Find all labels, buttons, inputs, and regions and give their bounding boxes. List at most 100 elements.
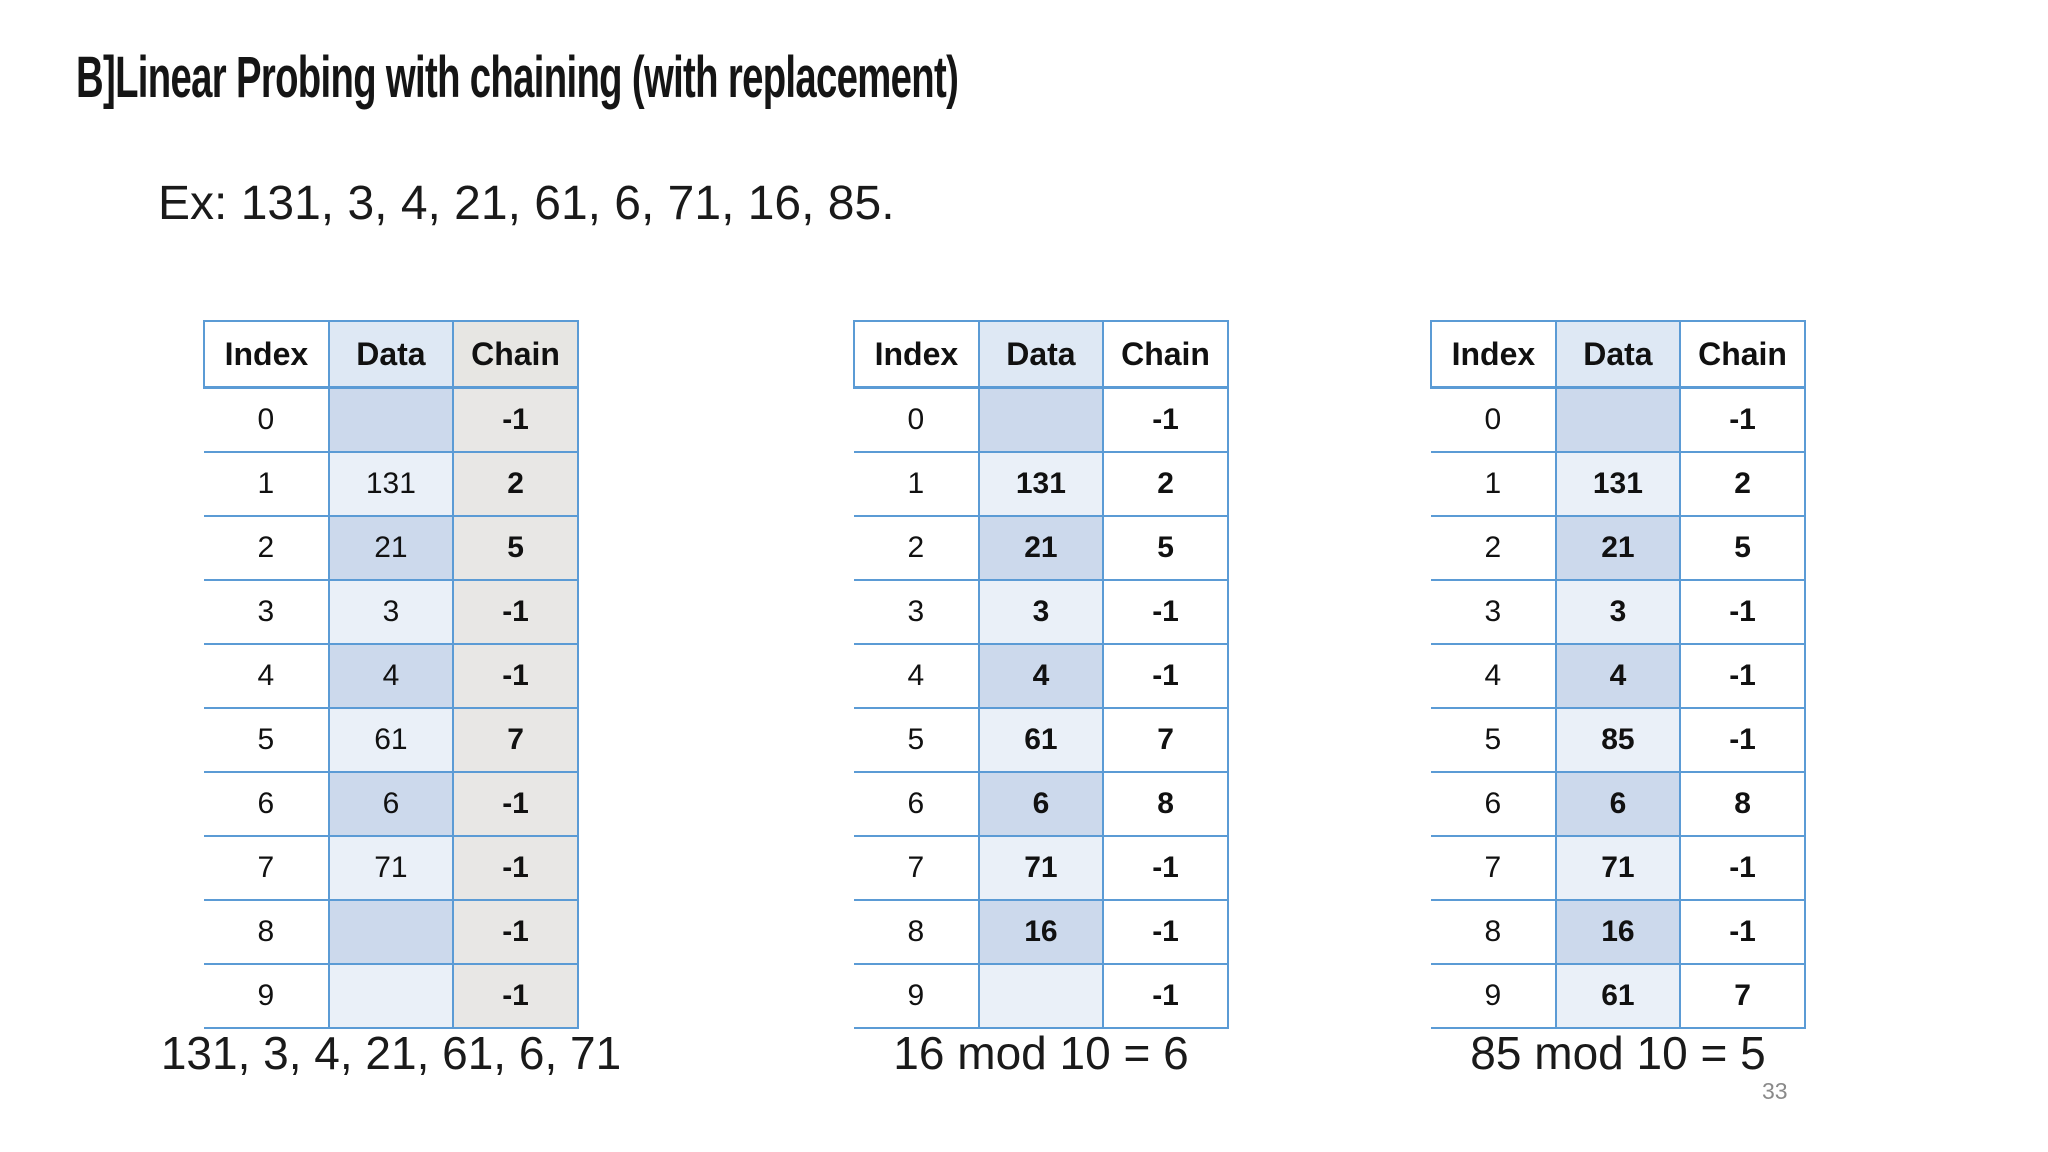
- table-row: 2 21 5: [1431, 515, 1806, 581]
- cell-data: [977, 963, 1105, 1029]
- cell-index: 3: [854, 580, 979, 645]
- cell-chain: 7: [452, 707, 579, 773]
- cell-chain: -1: [452, 835, 579, 901]
- table-row: 0 -1: [1431, 386, 1806, 453]
- cell-data: 6: [977, 771, 1105, 837]
- cell-index: 1: [1431, 452, 1556, 517]
- cell-chain: 5: [1102, 515, 1229, 581]
- column-header-index: Index: [203, 320, 330, 389]
- cell-data: 3: [327, 579, 455, 645]
- cell-data: 4: [327, 643, 455, 709]
- hash-table: Index Data Chain 0 -1 1 131 2 2 21 5 3 3 -1 4 4 -1 5 61 7 6 6…: [203, 320, 579, 1029]
- cell-chain: 8: [1679, 771, 1806, 837]
- table-row: 3 3 -1: [1431, 579, 1806, 645]
- table-row: 2 21 5: [204, 515, 579, 581]
- header-row: Index Data Chain: [203, 320, 579, 389]
- column-header-index: Index: [853, 320, 980, 389]
- table-row: 9 -1: [854, 963, 1229, 1029]
- column-header-data: Data: [1554, 320, 1682, 389]
- column-header-chain: Chain: [1679, 320, 1806, 389]
- column-header-index: Index: [1430, 320, 1557, 389]
- hash-table-step-3: Index Data Chain 0 -1 1 131 2 2 21 5 3 3 -1 4 4 -1 5 85 -1 6…: [1430, 320, 1806, 1079]
- cell-chain: -1: [1102, 579, 1229, 645]
- cell-index: 3: [1431, 580, 1556, 645]
- cell-index: 9: [1431, 964, 1556, 1029]
- cell-index: 8: [204, 900, 329, 965]
- cell-chain: -1: [1679, 579, 1806, 645]
- cell-chain: 2: [452, 451, 579, 517]
- table-caption: 131, 3, 4, 21, 61, 6, 71: [160, 1027, 622, 1079]
- hash-table: Index Data Chain 0 -1 1 131 2 2 21 5 3 3 -1 4 4 -1 5 61 7 6 6…: [853, 320, 1229, 1029]
- table-row: 3 3 -1: [854, 579, 1229, 645]
- cell-chain: -1: [452, 579, 579, 645]
- cell-index: 7: [204, 836, 329, 901]
- cell-chain: 5: [1679, 515, 1806, 581]
- table-row: 7 71 -1: [854, 835, 1229, 901]
- cell-chain: -1: [1679, 899, 1806, 965]
- table-row: 0 -1: [854, 386, 1229, 453]
- cell-data: 71: [327, 835, 455, 901]
- cell-data: 61: [1554, 963, 1682, 1029]
- cell-chain: 5: [452, 515, 579, 581]
- cell-index: 0: [1431, 387, 1556, 453]
- table-row: 3 3 -1: [204, 579, 579, 645]
- cell-data: 6: [327, 771, 455, 837]
- cell-index: 2: [1431, 516, 1556, 581]
- cell-data: 131: [1554, 451, 1682, 517]
- cell-data: [977, 386, 1105, 453]
- cell-data: 85: [1554, 707, 1682, 773]
- cell-data: 3: [977, 579, 1105, 645]
- cell-data: 21: [327, 515, 455, 581]
- page-number: 33: [1762, 1078, 1788, 1104]
- table-row: 8 16 -1: [1431, 899, 1806, 965]
- cell-chain: -1: [452, 386, 579, 453]
- table-caption: 16 mod 10 = 6: [893, 1027, 1189, 1079]
- cell-chain: -1: [1679, 835, 1806, 901]
- table-row: 4 4 -1: [1431, 643, 1806, 709]
- table-row: 1 131 2: [204, 451, 579, 517]
- cell-data: 6: [1554, 771, 1682, 837]
- cell-index: 8: [1431, 900, 1556, 965]
- cell-index: 1: [854, 452, 979, 517]
- table-row: 5 61 7: [204, 707, 579, 773]
- table-row: 7 71 -1: [1431, 835, 1806, 901]
- table-caption: 85 mod 10 = 5: [1470, 1027, 1766, 1079]
- cell-index: 6: [1431, 772, 1556, 837]
- header-row: Index Data Chain: [1430, 320, 1806, 389]
- cell-data: 21: [1554, 515, 1682, 581]
- cell-index: 8: [854, 900, 979, 965]
- cell-index: 9: [854, 964, 979, 1029]
- cell-chain: 7: [1102, 707, 1229, 773]
- cell-data: 61: [327, 707, 455, 773]
- cell-chain: -1: [452, 643, 579, 709]
- cell-index: 5: [204, 708, 329, 773]
- hash-table: Index Data Chain 0 -1 1 131 2 2 21 5 3 3 -1 4 4 -1 5 85 -1 6…: [1430, 320, 1806, 1029]
- cell-chain: 2: [1102, 451, 1229, 517]
- hash-table-step-2: Index Data Chain 0 -1 1 131 2 2 21 5 3 3 -1 4 4 -1 5 61 7 6 6…: [853, 320, 1229, 1079]
- cell-chain: -1: [1102, 963, 1229, 1029]
- cell-data: 4: [977, 643, 1105, 709]
- cell-chain: -1: [1679, 643, 1806, 709]
- cell-index: 5: [854, 708, 979, 773]
- table-row: 8 -1: [204, 899, 579, 965]
- cell-index: 2: [854, 516, 979, 581]
- cell-chain: -1: [452, 963, 579, 1029]
- cell-data: 71: [1554, 835, 1682, 901]
- cell-index: 6: [204, 772, 329, 837]
- cell-data: [327, 899, 455, 965]
- cell-index: 6: [854, 772, 979, 837]
- table-row: 9 61 7: [1431, 963, 1806, 1029]
- cell-chain: -1: [1679, 707, 1806, 773]
- table-row: 1 131 2: [1431, 451, 1806, 517]
- cell-data: 3: [1554, 579, 1682, 645]
- cell-index: 0: [204, 387, 329, 453]
- cell-index: 0: [854, 387, 979, 453]
- cell-chain: -1: [1679, 386, 1806, 453]
- table-row: 9 -1: [204, 963, 579, 1029]
- cell-index: 9: [204, 964, 329, 1029]
- table-row: 5 85 -1: [1431, 707, 1806, 773]
- cell-data: 16: [977, 899, 1105, 965]
- table-row: 0 -1: [204, 386, 579, 453]
